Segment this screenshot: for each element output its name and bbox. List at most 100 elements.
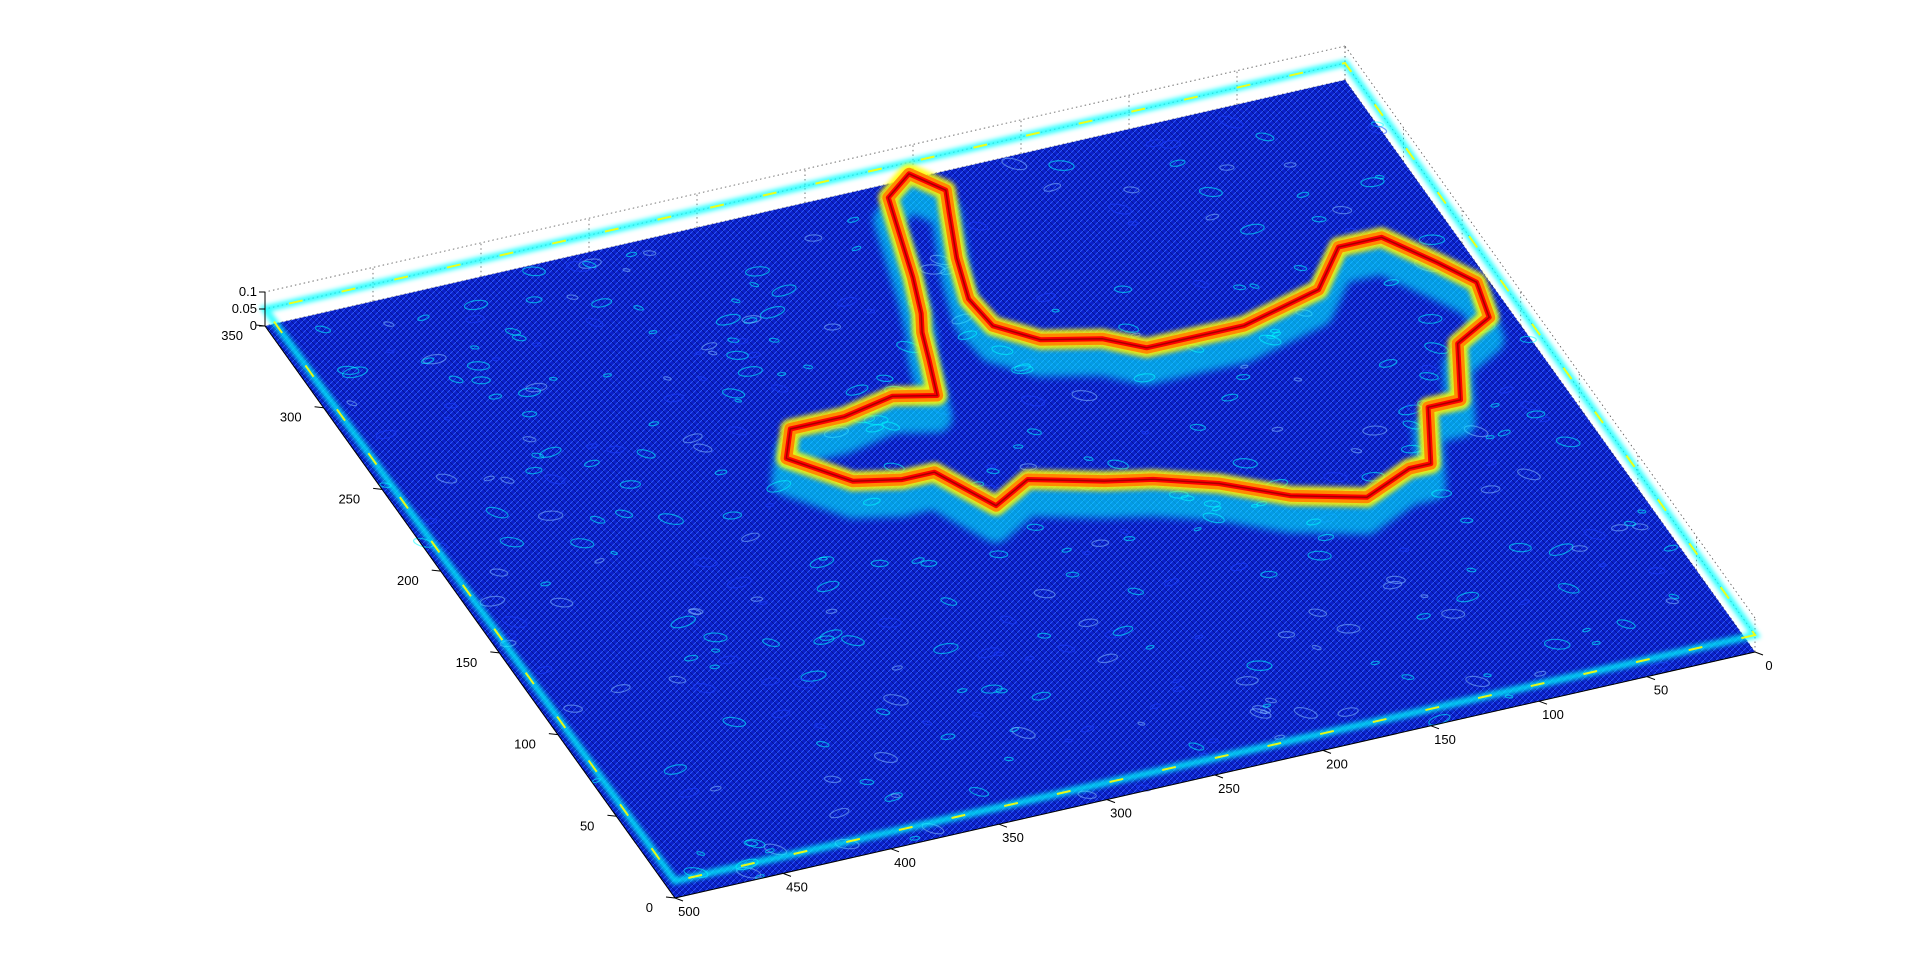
surface-texture-patch [1386, 575, 1406, 585]
surface-texture-patch [594, 558, 605, 564]
surface-texture-patch [1526, 410, 1546, 419]
surface-texture-patch [570, 538, 595, 549]
surface-texture-patch [663, 393, 685, 403]
surface-texture-patch [1118, 323, 1140, 333]
surface-texture-patch [1198, 752, 1209, 758]
surface-texture-patch [762, 638, 780, 648]
surface-texture-patch [1057, 644, 1076, 653]
surface-texture-patch [668, 675, 687, 684]
surface-texture-patch [422, 353, 447, 365]
surface-texture-patch [466, 361, 491, 371]
surface-texture-patch [585, 317, 604, 328]
surface-texture-patch [1499, 386, 1514, 394]
surface-texture-patch [1665, 598, 1679, 605]
surface-texture-patch [1485, 435, 1495, 440]
surface-texture-patch [759, 601, 768, 606]
surface-texture-patch [911, 557, 925, 564]
surface-texture-patch [1367, 124, 1388, 135]
surface-texture-patch [670, 615, 697, 629]
surface-texture-patch [1235, 676, 1259, 686]
surface-texture-patch [586, 443, 598, 449]
surface-texture-patch [693, 557, 718, 568]
surface-texture-patch [1362, 425, 1388, 436]
surface-texture-patch [1127, 587, 1145, 596]
surface-texture-patch [375, 429, 397, 440]
surface-texture-patch [836, 296, 858, 307]
z-axis-tick-labels: 0 0.05 0.1 [232, 284, 265, 333]
y-tick-label: 350 [221, 328, 243, 343]
surface-texture-patch [1233, 284, 1247, 291]
surface-texture-patch [967, 221, 989, 231]
surface-texture-patch [314, 325, 332, 334]
surface-texture-patch [759, 305, 786, 319]
surface-texture-patch [876, 374, 894, 383]
surface-texture-patch [1497, 429, 1511, 437]
surface-texture-patch [1465, 675, 1490, 688]
surface-texture-patch [1490, 402, 1500, 408]
surface-texture-patch [875, 708, 891, 716]
surface-texture-patch [722, 511, 743, 520]
surface-texture-patch [471, 376, 491, 385]
surface-texture-patch [1399, 547, 1410, 553]
surface-texture-patch [873, 751, 898, 764]
surface-texture-patch [483, 475, 495, 482]
surface-texture-patch [864, 308, 876, 314]
surface-texture-patch [540, 581, 551, 587]
surface-texture-patch [544, 474, 566, 485]
y-axis-line [264, 325, 676, 899]
z-tick-label: 0.05 [232, 301, 257, 316]
surface-texture-patch [539, 446, 562, 458]
surface-texture-patch [1311, 644, 1322, 651]
surface-texture-patch [1127, 221, 1139, 226]
surface-texture-patch [986, 468, 1000, 475]
surface-texture-patch [1293, 706, 1318, 719]
surface-texture-patch [337, 365, 360, 375]
surface-texture-patch [1668, 593, 1680, 600]
surface-texture-patch [1043, 182, 1062, 192]
surface-texture-patch [648, 421, 660, 427]
surface-texture-patch [1663, 544, 1679, 552]
surface-texture-patch [1508, 542, 1532, 553]
surface-texture-patch [726, 576, 753, 589]
surface-texture-patch [877, 617, 902, 628]
surface-texture-patch [1160, 139, 1181, 149]
surface-texture-patch [563, 704, 584, 713]
surface-texture-patch [1078, 618, 1099, 628]
surface-texture-patch [1123, 536, 1136, 542]
surface-texture-patch [386, 349, 395, 354]
surface-texture-patch [694, 351, 702, 356]
surface-texture-patch [687, 608, 702, 616]
surface-texture-patch [1097, 653, 1118, 664]
surface-texture-patch [1031, 691, 1051, 701]
surface-texture-patch [709, 664, 720, 670]
surface-texture-patch [435, 473, 458, 484]
surface-texture-patch [1145, 139, 1164, 148]
surface-texture-patch [1441, 608, 1466, 619]
surface-texture-patch [1456, 591, 1480, 603]
surface-texture-patch [1650, 661, 1669, 671]
surface-texture-patch [619, 480, 641, 489]
surface-texture-patch [1485, 460, 1498, 466]
surface-texture-patch [1172, 686, 1186, 692]
x-tick-label: 150 [1434, 732, 1456, 747]
surface-texture-patch [1344, 227, 1358, 234]
surface-texture-patch [737, 366, 763, 377]
surface-texture-patch [829, 807, 850, 819]
surface-texture-patch [1123, 186, 1140, 194]
surface-texture-patch [1378, 358, 1398, 368]
y-tick-label: 50 [580, 818, 594, 833]
surface-texture-patch [1219, 164, 1235, 171]
surface-texture-patch [920, 559, 938, 568]
surface-texture-patch [591, 298, 613, 308]
surface-texture-patch [583, 459, 600, 468]
y-tick-label: 100 [514, 737, 536, 752]
surface-texture-patch [1001, 157, 1028, 171]
surface-texture-patch [443, 402, 458, 409]
surface-texture-patch [1582, 627, 1591, 633]
surface-texture-patch [693, 443, 713, 453]
surface-texture-patch [1350, 448, 1363, 454]
surface-texture-patch [1421, 364, 1437, 372]
surface-texture-patch [933, 642, 959, 655]
x-tick-label: 200 [1326, 756, 1348, 771]
surface-texture-patch [1118, 528, 1130, 535]
